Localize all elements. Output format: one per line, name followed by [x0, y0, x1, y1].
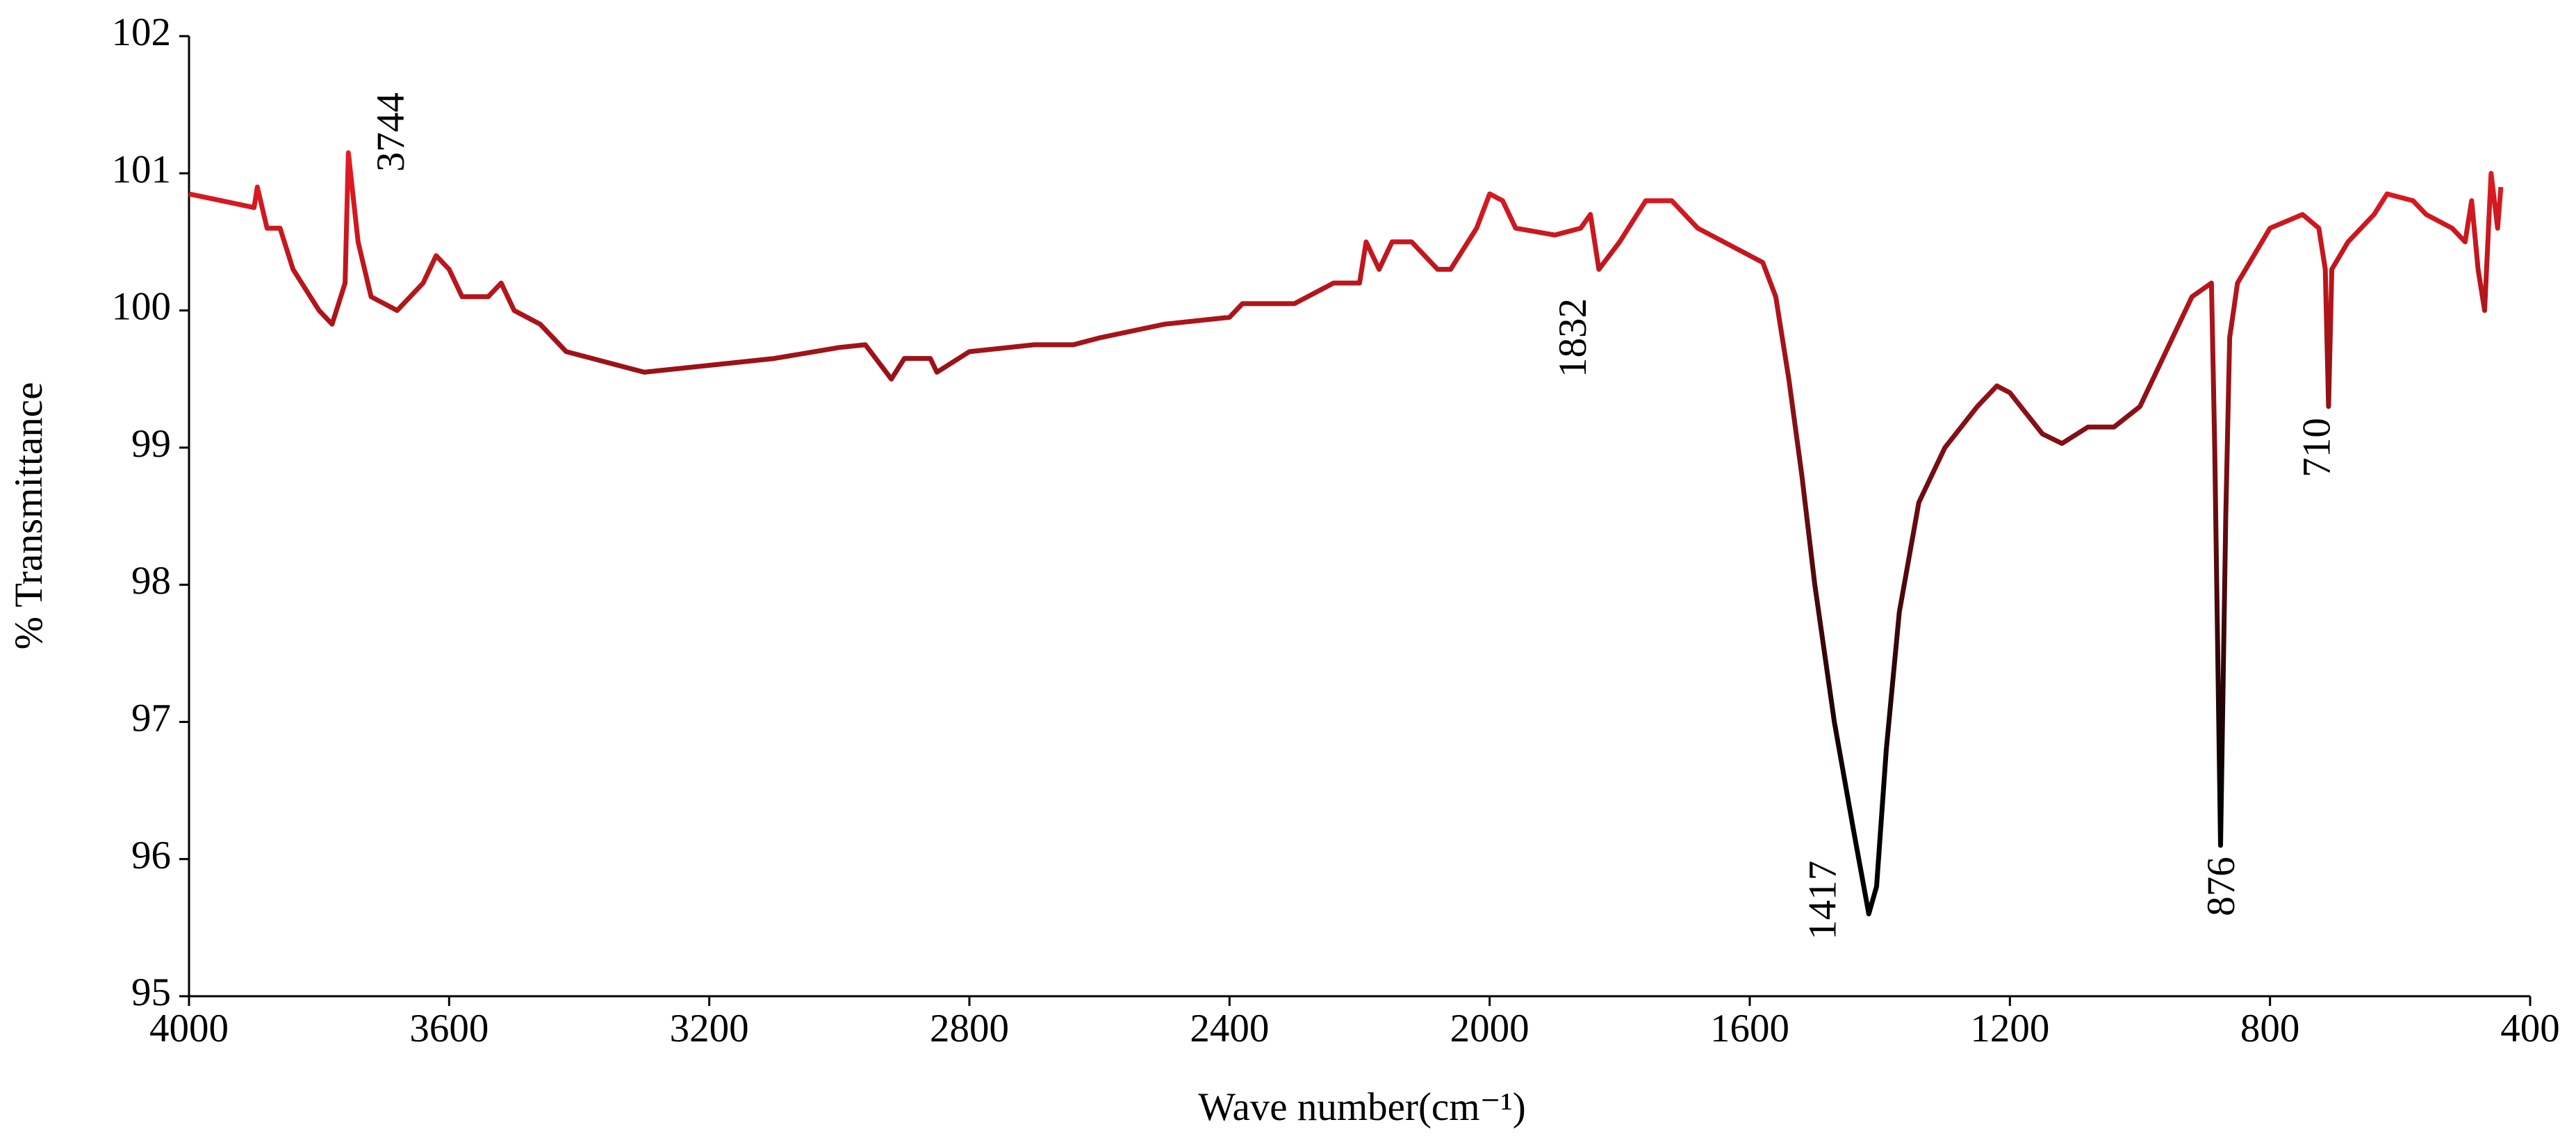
peak-label: 1417 [1801, 861, 1845, 940]
peak-label: 1832 [1551, 298, 1595, 377]
x-tick-label: 2800 [930, 1007, 1009, 1050]
y-tick-label: 96 [131, 834, 171, 877]
x-axis-title: Wave number(cm⁻¹) [1198, 1085, 1525, 1129]
x-tick-label: 1600 [1710, 1007, 1789, 1050]
x-tick-label: 800 [2240, 1007, 2300, 1050]
peak-label: 876 [2199, 856, 2243, 916]
x-tick-label: 400 [2500, 1007, 2560, 1050]
x-tick-label: 4000 [149, 1007, 229, 1050]
y-axis-title: % Transmittance [7, 382, 51, 650]
x-tick-label: 2400 [1190, 1007, 1269, 1050]
y-tick-label: 95 [131, 971, 171, 1014]
x-tick-label: 2000 [1450, 1007, 1529, 1050]
y-tick-label: 97 [131, 697, 171, 740]
peak-label: 710 [2295, 418, 2339, 478]
spectrum-line [188, 150, 2504, 917]
x-tick-label: 3200 [670, 1007, 749, 1050]
y-tick-label: 100 [112, 285, 172, 329]
y-tick-label: 102 [112, 10, 172, 54]
x-tick-label: 3600 [409, 1007, 489, 1050]
y-tick-label: 98 [131, 559, 171, 603]
x-tick-label: 1200 [1970, 1007, 2049, 1050]
y-tick-label: 99 [131, 422, 171, 466]
peak-label: 3744 [369, 92, 413, 172]
y-tick-label: 101 [112, 147, 172, 191]
